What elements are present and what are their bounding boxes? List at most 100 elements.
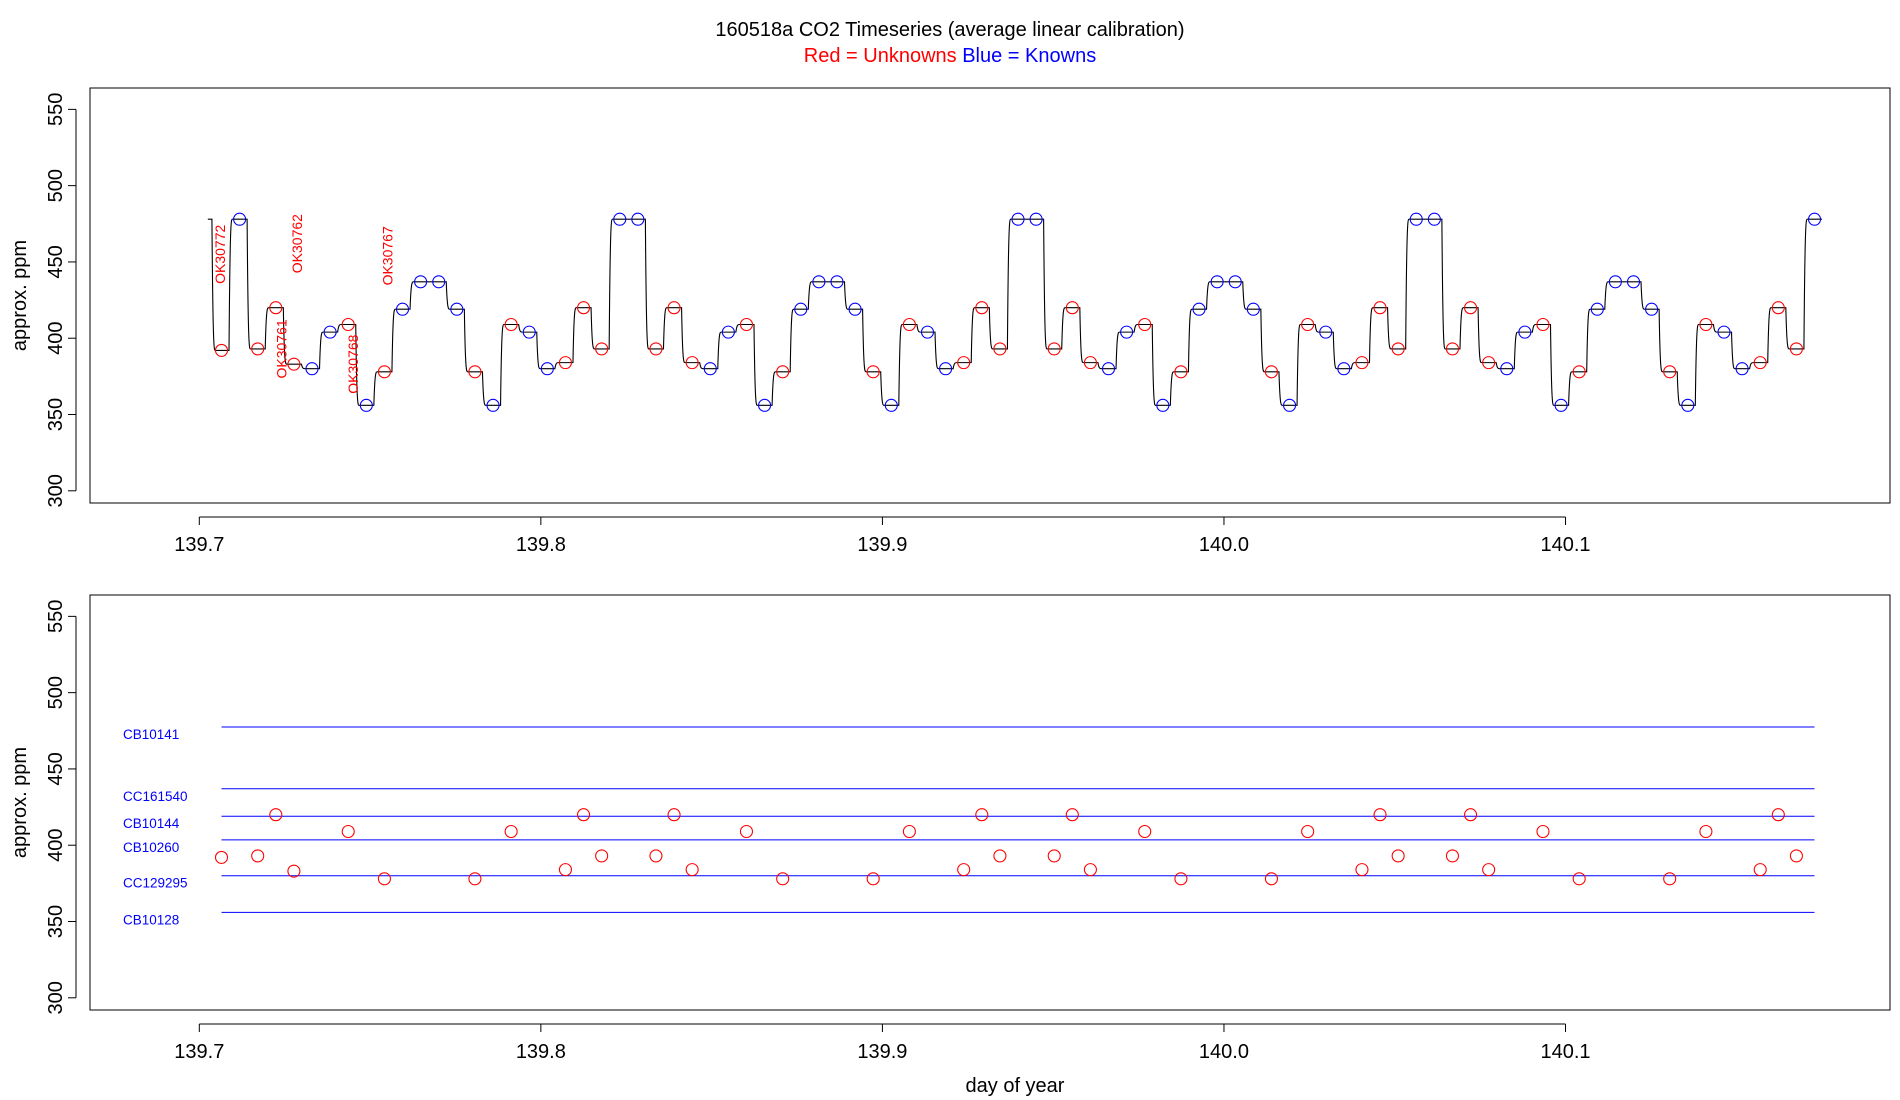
- unknown-sample-point: [1391, 849, 1405, 863]
- x-tick-label: 139.9: [857, 1041, 907, 1063]
- known-sample-point: [1337, 362, 1351, 376]
- unknown-sample-point: [214, 850, 229, 864]
- x-tick-label: 139.7: [174, 1041, 224, 1063]
- unknown-sample-point: [1572, 872, 1586, 886]
- unknown-sample-point: [1355, 863, 1369, 877]
- unknown-sample-point: [595, 849, 609, 863]
- known-sample-point: [305, 362, 319, 376]
- unknown-sample-point: [269, 301, 283, 315]
- unknown-sample-point: [1663, 365, 1677, 379]
- reference-standard-label: CB10128: [123, 912, 179, 927]
- known-sample-point: [1626, 275, 1641, 289]
- unknown-sample-point: [1065, 808, 1079, 822]
- known-sample-point: [1807, 212, 1822, 226]
- x-axis-label: day of year: [966, 1075, 1065, 1097]
- unknown-sample-point: [1771, 808, 1785, 822]
- known-sample-point: [812, 275, 826, 289]
- top-panel-timeseries: 300 350 400 450 500 550 139.7 139.8 139.9 140.0 14…: [9, 87, 1891, 556]
- known-sample-point: [1409, 212, 1423, 226]
- known-sample-point: [323, 325, 337, 339]
- known-sample-point: [233, 212, 247, 226]
- unknown-sample-point: [1047, 849, 1061, 863]
- known-sample-point: [522, 325, 536, 339]
- unknown-sample-point: [1699, 824, 1713, 839]
- plot-frame: [89, 87, 1891, 504]
- known-sample-point: [1681, 398, 1695, 412]
- unknown-sample-point: [1699, 317, 1713, 332]
- unknown-sample-point: [1355, 356, 1369, 370]
- bottom-panel-calibration: 300 350 400 450 500 550 139.7 139.8 139.9 140.0 14…: [9, 594, 1891, 1097]
- unknown-sample-point: [975, 301, 989, 315]
- unknown-sample-point: [993, 342, 1007, 356]
- known-sample-point: [830, 275, 844, 289]
- unknown-sample-point: [558, 863, 572, 877]
- unknown-sample-point: [1391, 342, 1405, 356]
- unknown-sample-point: [776, 872, 790, 886]
- unknown-sample-point: [685, 356, 699, 370]
- sample-id-label: OK30768: [345, 334, 361, 393]
- unknown-sample-point: [558, 356, 572, 370]
- unknown-sample-point: [341, 317, 355, 332]
- unknown-sample-point: [576, 301, 591, 315]
- y-tick-label: 550: [45, 600, 67, 633]
- reference-standard-label: CB10141: [123, 727, 179, 742]
- unknown-sample-point: [341, 824, 355, 839]
- unknown-sample-point: [1301, 317, 1315, 332]
- unknown-sample-point: [251, 342, 265, 356]
- x-tick-label: 139.9: [857, 534, 907, 556]
- y-tick-label: 500: [45, 676, 67, 709]
- legend-knowns: Blue = Knowns: [962, 45, 1096, 67]
- reference-standard-label: CB10144: [123, 816, 180, 831]
- unknown-sample-point: [1572, 365, 1586, 379]
- known-sample-point: [414, 275, 428, 289]
- figure-title: 160518a CO2 Timeseries (average linear c…: [715, 19, 1184, 41]
- known-sample-point: [1735, 362, 1749, 376]
- unknown-sample-point: [504, 824, 518, 839]
- known-sample-point: [1192, 302, 1206, 316]
- known-sample-point: [395, 302, 410, 316]
- unknown-sample-point: [377, 872, 391, 886]
- known-sample-point: [1156, 398, 1170, 412]
- y-tick-label: 450: [45, 752, 67, 785]
- co2-trace-line: [207, 218, 1823, 406]
- known-sample-point: [1319, 325, 1333, 339]
- unknown-sample-point: [776, 365, 790, 379]
- unknown-sample-point: [251, 849, 265, 863]
- known-sample-point: [432, 275, 446, 289]
- y-axis-label: approx. ppm: [9, 240, 31, 351]
- known-sample-point: [540, 362, 554, 376]
- unknown-sample-point: [1174, 872, 1188, 886]
- known-sample-point: [703, 362, 717, 376]
- unknown-sample-point: [975, 808, 989, 822]
- known-sample-point: [1210, 275, 1224, 289]
- known-sample-point: [1011, 212, 1025, 226]
- known-sample-point: [1228, 275, 1242, 289]
- known-sample-point: [486, 398, 500, 412]
- known-sample-point: [613, 212, 627, 226]
- x-tick-label: 139.7: [174, 534, 224, 556]
- known-sample-point: [631, 212, 645, 226]
- y-tick-label: 450: [45, 245, 67, 278]
- unknown-sample-point: [504, 317, 518, 332]
- known-sample-point: [1282, 398, 1297, 412]
- known-sample-point: [1101, 362, 1116, 376]
- reference-standard-label: CB10260: [123, 840, 179, 855]
- unknown-sample-point: [1482, 863, 1496, 877]
- known-sample-point: [359, 398, 373, 412]
- y-tick-label: 500: [45, 169, 67, 202]
- unknown-sample-point: [1264, 365, 1278, 379]
- known-sample-point: [450, 302, 464, 316]
- unknown-sample-point: [1174, 365, 1188, 379]
- y-tick-label: 550: [45, 93, 67, 126]
- unknown-sample-point: [1771, 301, 1785, 315]
- known-sample-point: [920, 325, 935, 339]
- unknown-sample-point: [1753, 863, 1767, 877]
- sample-id-label: OK30761: [273, 319, 289, 378]
- unknown-sample-point: [993, 849, 1007, 863]
- unknown-sample-point: [1373, 301, 1387, 315]
- known-sample-point: [1029, 212, 1043, 226]
- known-sample-point: [1518, 325, 1532, 339]
- unknown-sample-point: [1373, 808, 1387, 822]
- unknown-sample-point: [1301, 824, 1315, 839]
